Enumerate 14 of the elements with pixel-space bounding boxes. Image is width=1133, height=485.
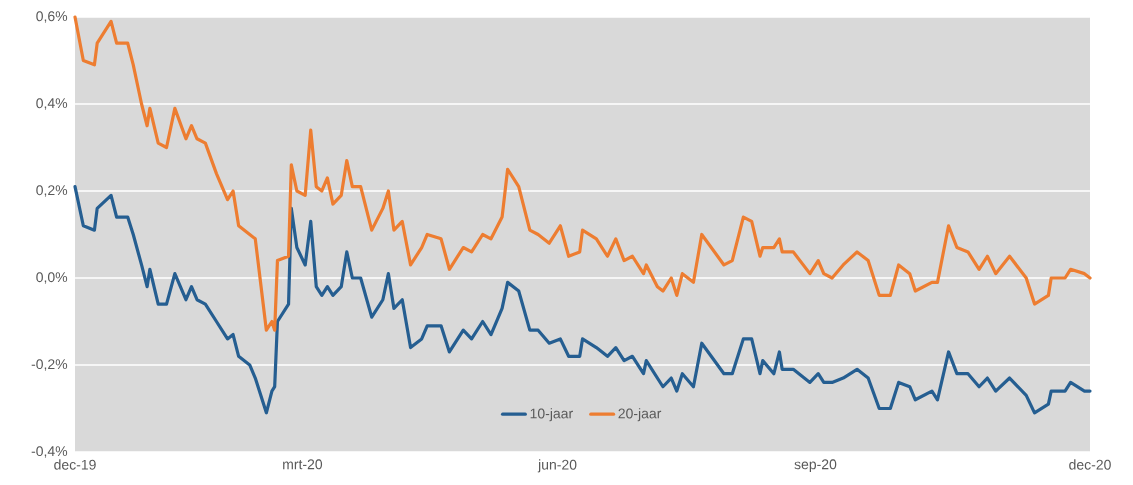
x-tick-label: jun-20: [537, 459, 577, 473]
x-tick-label: dec-20: [1069, 459, 1111, 470]
y-tick-label: 0,6%: [36, 11, 68, 23]
line-series: [73, 15, 1092, 332]
y-tick-label: 0,2%: [36, 185, 68, 197]
x-tick-label: sep-20: [794, 459, 837, 473]
y-tick-label: 0,0%: [36, 272, 68, 284]
legend-label: 10-jaar: [530, 408, 573, 422]
y-tick-label: -0,4%: [31, 446, 68, 458]
legend-label: 20-jaar: [618, 408, 662, 422]
y-tick-label: -0,2%: [31, 359, 68, 371]
y-tick-label: 0,4%: [36, 98, 68, 110]
x-tick-label: dec-19: [54, 459, 96, 470]
x-tick-label: mrt-20: [283, 459, 323, 470]
